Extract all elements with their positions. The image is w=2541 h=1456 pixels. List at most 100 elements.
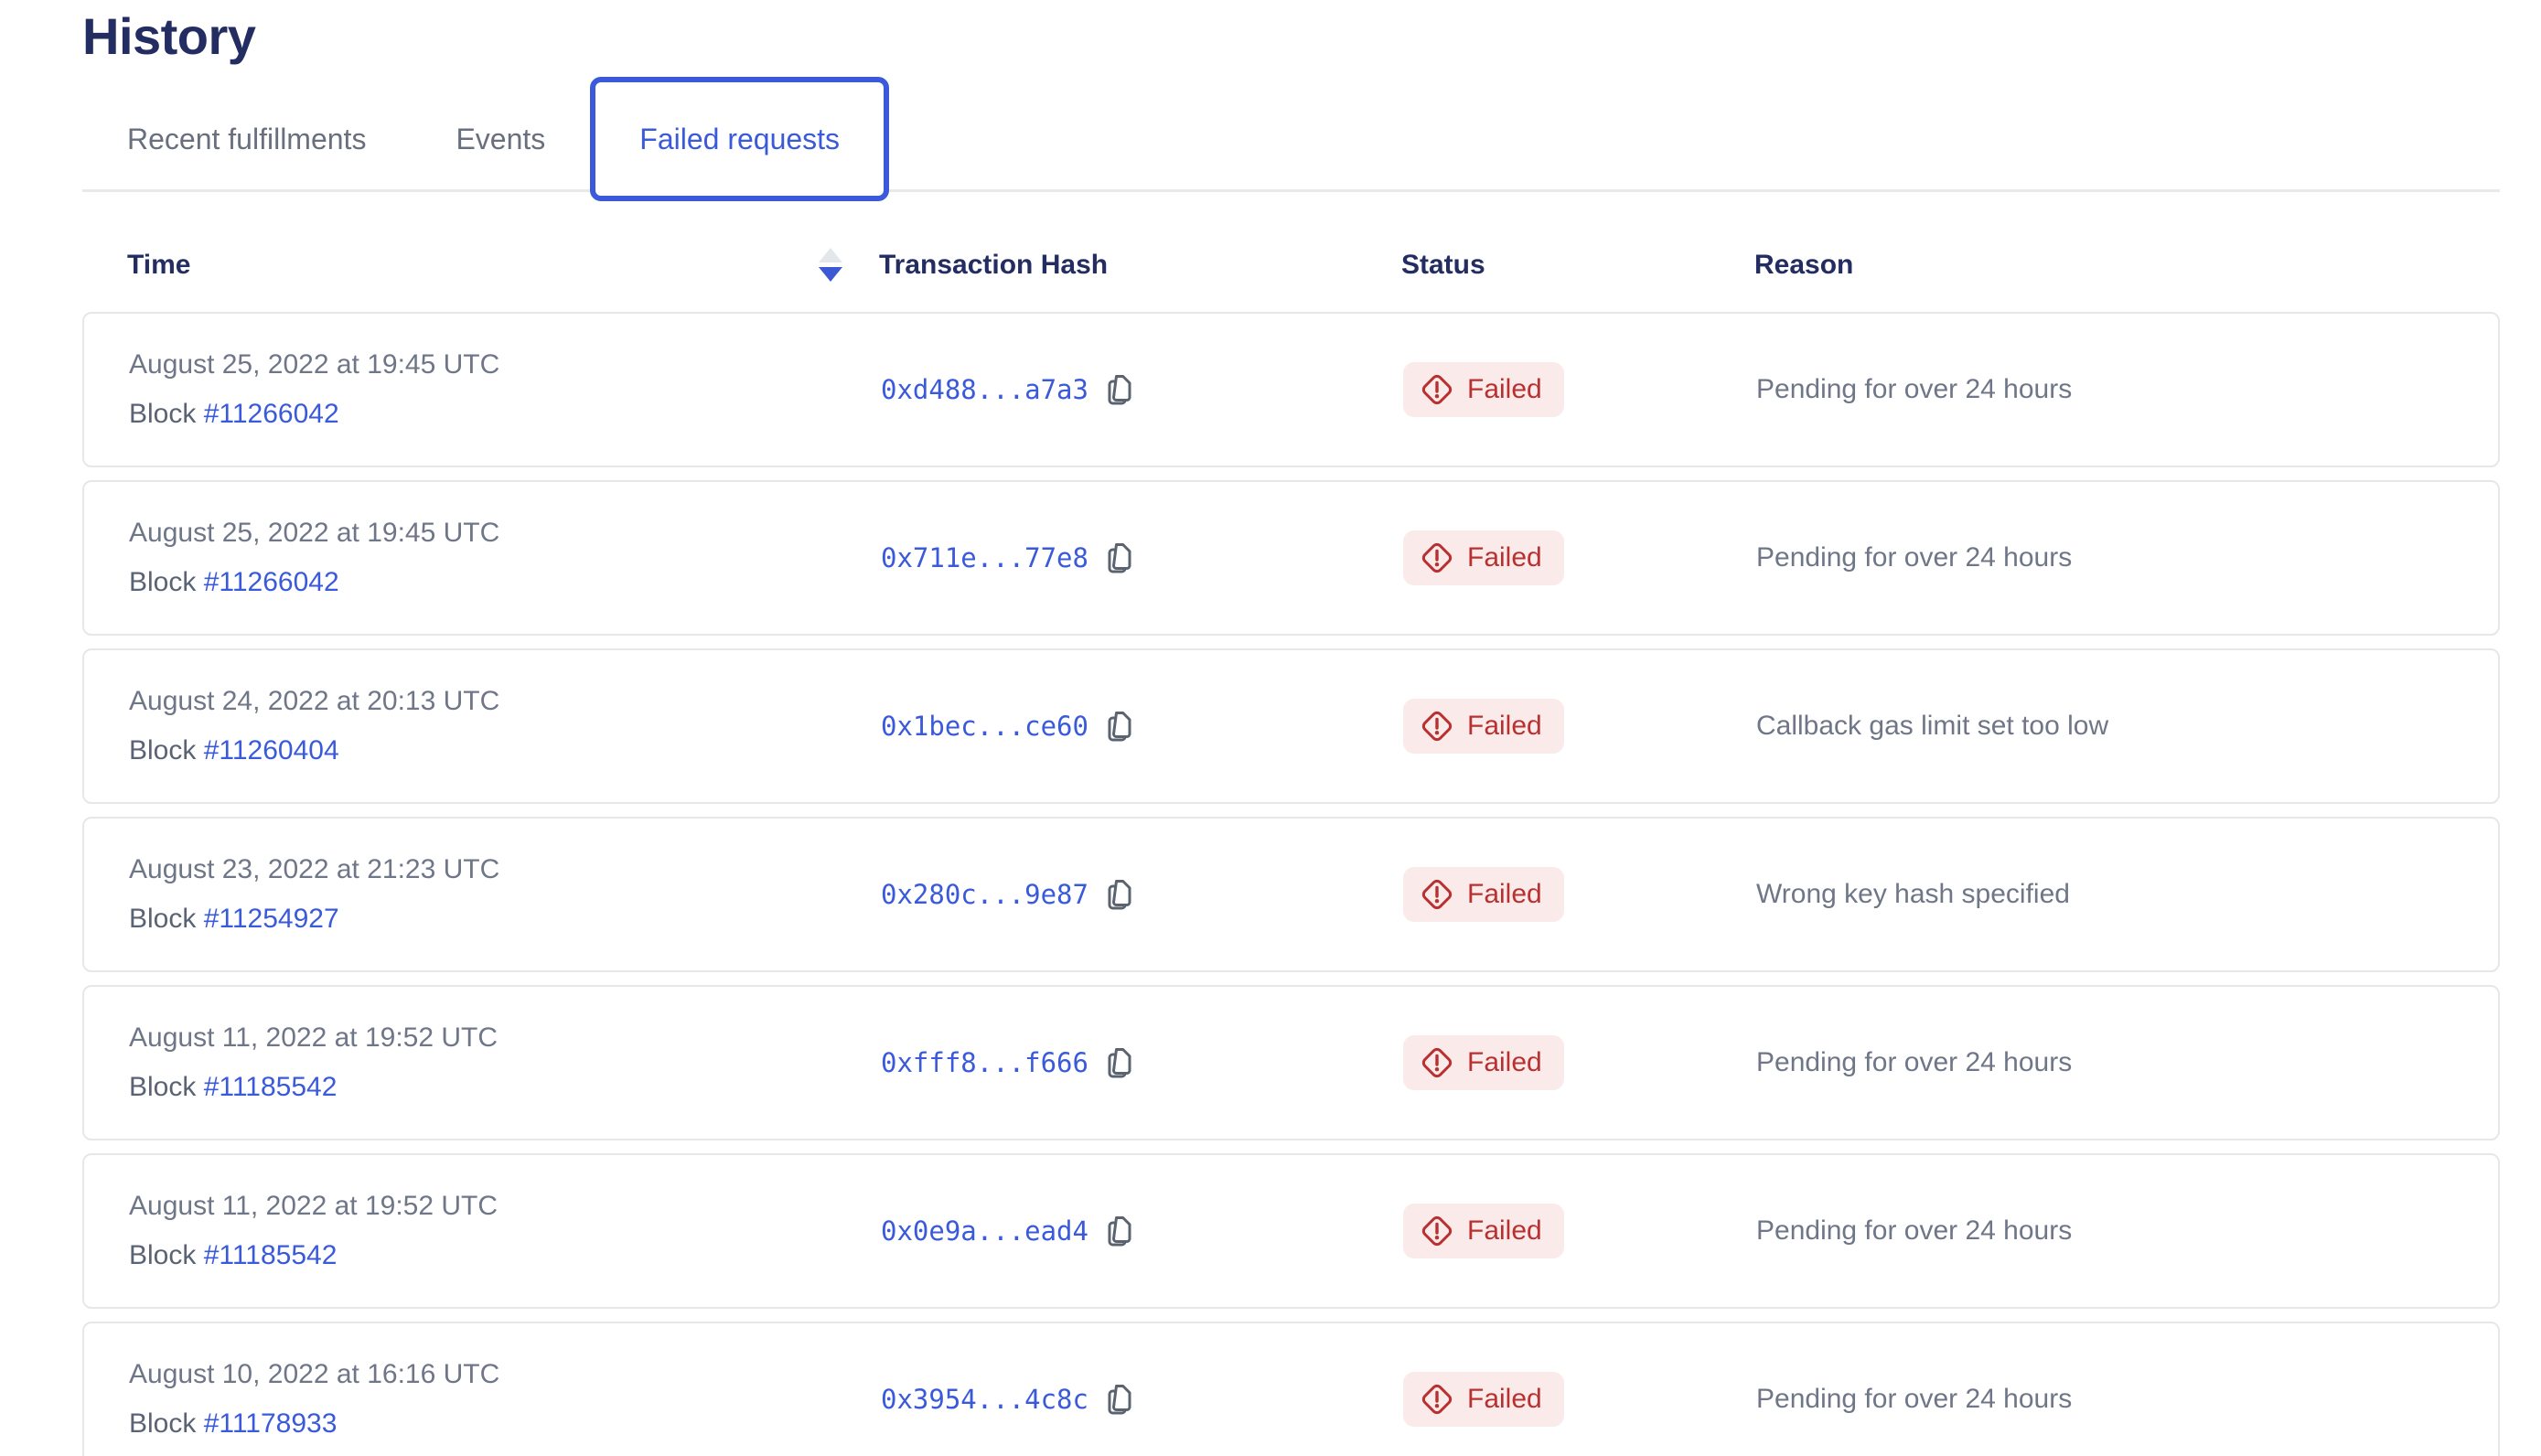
block-number-link[interactable]: #11185542: [203, 1072, 338, 1102]
status-cell: Failed: [1403, 699, 1756, 754]
reason-text: Pending for over 24 hours: [1756, 1215, 2073, 1246]
reason-text: Pending for over 24 hours: [1756, 1384, 2073, 1414]
sort-ascending-icon: [819, 248, 842, 262]
status-badge: Failed: [1403, 867, 1564, 922]
transaction-hash-cell: 0xd488...a7a3: [881, 372, 1403, 407]
time-cell: August 11, 2022 at 19:52 UTC Block #1118…: [84, 1021, 881, 1105]
alert-diamond-icon: [1421, 374, 1453, 405]
alert-diamond-icon: [1421, 711, 1453, 742]
copy-icon: [1108, 543, 1131, 573]
block-line: Block #11266042: [129, 397, 881, 432]
request-timestamp: August 25, 2022 at 19:45 UTC: [129, 518, 500, 548]
request-timestamp: August 11, 2022 at 19:52 UTC: [129, 1022, 499, 1053]
column-header-reason: Reason: [1754, 249, 1854, 280]
copy-icon: [1108, 1216, 1131, 1247]
history-tabs: Recent fulfillments Events Failed reques…: [82, 77, 2500, 201]
time-cell: August 24, 2022 at 20:13 UTC Block #1126…: [84, 684, 881, 768]
reason-text: Pending for over 24 hours: [1756, 374, 2073, 404]
copy-icon: [1108, 1048, 1131, 1078]
status-cell: Failed: [1403, 530, 1756, 585]
table-row: August 10, 2022 at 16:16 UTC Block #1117…: [82, 1322, 2500, 1456]
block-label: Block: [129, 1408, 204, 1439]
block-number-link[interactable]: #11260404: [203, 735, 339, 765]
transaction-hash-cell: 0x711e...77e8: [881, 541, 1403, 575]
transaction-hash-link[interactable]: 0xfff8...f666: [881, 1047, 1088, 1078]
block-label: Block: [129, 567, 204, 597]
copy-button[interactable]: [1105, 1214, 1134, 1248]
reason-text: Pending for over 24 hours: [1756, 542, 2073, 573]
table-row: August 11, 2022 at 19:52 UTC Block #1118…: [82, 985, 2500, 1140]
block-label: Block: [129, 399, 204, 429]
request-timestamp: August 25, 2022 at 19:45 UTC: [129, 349, 500, 380]
alert-diamond-icon: [1421, 1384, 1453, 1415]
copy-button[interactable]: [1105, 1045, 1134, 1080]
status-label: Failed: [1467, 1215, 1542, 1246]
block-number-link[interactable]: #11266042: [203, 567, 339, 597]
block-label: Block: [129, 904, 204, 934]
request-timestamp: August 10, 2022 at 16:16 UTC: [129, 1359, 500, 1389]
tab-events[interactable]: Events: [456, 122, 546, 155]
reason-text: Callback gas limit set too low: [1756, 711, 2109, 741]
request-timestamp: August 11, 2022 at 19:52 UTC: [129, 1191, 499, 1221]
transaction-hash-link[interactable]: 0x0e9a...ead4: [881, 1215, 1088, 1247]
block-number-link[interactable]: #11254927: [203, 904, 339, 934]
column-header-transaction-hash: Transaction Hash: [879, 249, 1109, 280]
time-cell: August 10, 2022 at 16:16 UTC Block #1117…: [84, 1357, 881, 1441]
table-row: August 23, 2022 at 21:23 UTC Block #1125…: [82, 817, 2500, 972]
block-line: Block #11185542: [129, 1238, 881, 1273]
block-line: Block #11260404: [129, 733, 881, 768]
status-label: Failed: [1467, 542, 1542, 573]
copy-button[interactable]: [1105, 877, 1134, 912]
transaction-hash-link[interactable]: 0x711e...77e8: [881, 542, 1088, 573]
block-number-link[interactable]: #11185542: [203, 1240, 338, 1270]
table-row: August 24, 2022 at 20:13 UTC Block #1126…: [82, 648, 2500, 804]
copy-button[interactable]: [1105, 541, 1134, 575]
block-label: Block: [129, 1240, 204, 1270]
status-cell: Failed: [1403, 867, 1756, 922]
tab-recent-fulfillments[interactable]: Recent fulfillments: [127, 122, 367, 155]
block-line: Block #11178933: [129, 1407, 881, 1441]
status-cell: Failed: [1403, 1372, 1756, 1427]
alert-diamond-icon: [1421, 879, 1453, 910]
copy-button[interactable]: [1105, 1382, 1134, 1417]
transaction-hash-link[interactable]: 0xd488...a7a3: [881, 374, 1088, 405]
table-row: August 25, 2022 at 19:45 UTC Block #1126…: [82, 480, 2500, 636]
copy-icon: [1108, 712, 1131, 742]
status-label: Failed: [1467, 1384, 1542, 1414]
request-timestamp: August 23, 2022 at 21:23 UTC: [129, 854, 500, 884]
block-number-link[interactable]: #11266042: [203, 399, 339, 429]
status-badge: Failed: [1403, 1035, 1564, 1090]
transaction-hash-link[interactable]: 0x1bec...ce60: [881, 711, 1088, 742]
status-label: Failed: [1467, 879, 1542, 909]
tab-failed-requests[interactable]: Failed requests: [590, 77, 890, 201]
copy-icon: [1108, 1385, 1131, 1415]
transaction-hash-cell: 0x3954...4c8c: [881, 1382, 1403, 1417]
status-label: Failed: [1467, 711, 1542, 741]
block-line: Block #11266042: [129, 565, 881, 600]
table-row: August 25, 2022 at 19:45 UTC Block #1126…: [82, 312, 2500, 467]
status-badge: Failed: [1403, 1372, 1564, 1427]
copy-button[interactable]: [1105, 372, 1134, 407]
copy-icon: [1108, 880, 1131, 910]
alert-diamond-icon: [1421, 542, 1453, 573]
status-label: Failed: [1467, 1047, 1542, 1077]
time-cell: August 11, 2022 at 19:52 UTC Block #1118…: [84, 1189, 881, 1273]
status-badge: Failed: [1403, 699, 1564, 754]
transaction-hash-link[interactable]: 0x280c...9e87: [881, 879, 1088, 910]
alert-diamond-icon: [1421, 1215, 1453, 1247]
status-cell: Failed: [1403, 1035, 1756, 1090]
alert-diamond-icon: [1421, 1047, 1453, 1078]
table-row: August 11, 2022 at 19:52 UTC Block #1118…: [82, 1153, 2500, 1309]
status-cell: Failed: [1403, 1204, 1756, 1258]
transaction-hash-link[interactable]: 0x3954...4c8c: [881, 1384, 1088, 1415]
block-line: Block #11254927: [129, 902, 881, 937]
block-line: Block #11185542: [129, 1070, 881, 1105]
page-title: History: [82, 7, 256, 65]
reason-text: Wrong key hash specified: [1756, 879, 2070, 909]
column-header-status: Status: [1401, 249, 1485, 280]
block-number-link[interactable]: #11178933: [203, 1408, 338, 1439]
column-header-time: Time: [82, 248, 879, 282]
copy-button[interactable]: [1105, 709, 1134, 744]
sort-button[interactable]: [819, 248, 842, 282]
